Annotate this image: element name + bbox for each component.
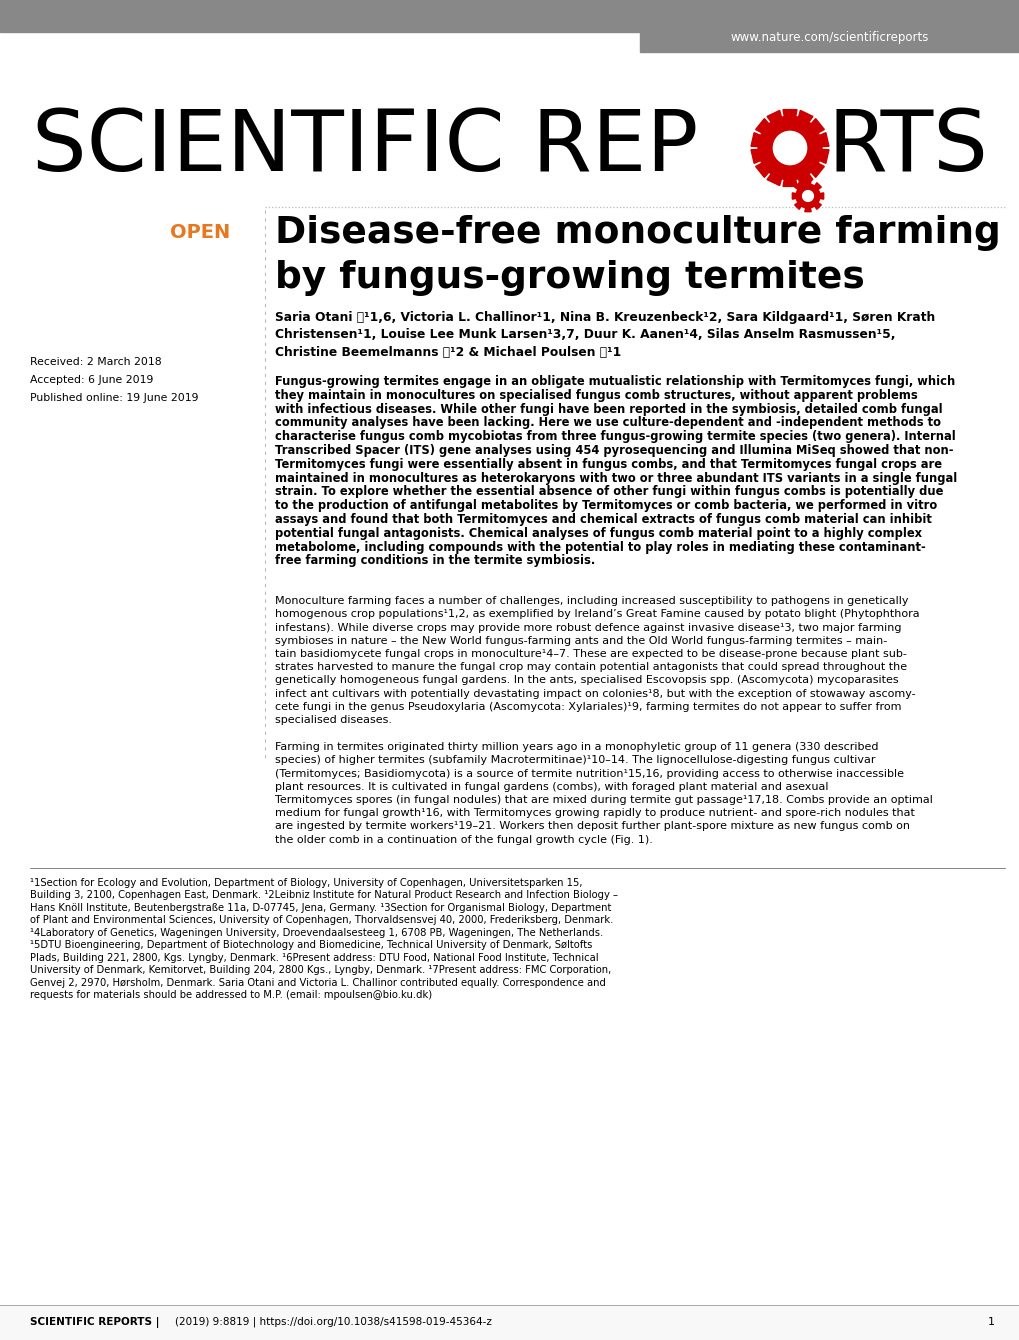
Text: to the production of antifungal metabolites by Termitomyces or comb bacteria, we: to the production of antifungal metaboli… <box>275 500 936 512</box>
Text: RTS: RTS <box>827 106 987 189</box>
Text: specialised diseases.: specialised diseases. <box>275 716 391 725</box>
Text: of Plant and Environmental Sciences, University of Copenhagen, Thorvaldsensvej 4: of Plant and Environmental Sciences, Uni… <box>30 915 612 926</box>
Text: SCIENTIFIC REPORTS |: SCIENTIFIC REPORTS | <box>30 1316 159 1328</box>
Text: 1: 1 <box>987 1317 994 1327</box>
Text: maintained in monocultures as heterokaryons with two or three abundant ITS varia: maintained in monocultures as heterokary… <box>275 472 956 485</box>
Text: strates harvested to manure the fungal crop may contain potential antagonists th: strates harvested to manure the fungal c… <box>275 662 906 673</box>
Text: ¹5DTU Bioengineering, Department of Biotechnology and Biomedicine, Technical Uni: ¹5DTU Bioengineering, Department of Biot… <box>30 941 592 950</box>
Text: strain. To explore whether the essential absence of other fungi within fungus co: strain. To explore whether the essential… <box>275 485 943 498</box>
Polygon shape <box>810 163 823 177</box>
Polygon shape <box>798 174 812 186</box>
Polygon shape <box>783 110 796 117</box>
Text: by fungus-growing termites: by fungus-growing termites <box>275 260 864 296</box>
Polygon shape <box>818 133 828 146</box>
Text: Hans Knöll Institute, Beutenbergstraße 11a, D-07745, Jena, Germany. ¹3Section fo: Hans Knöll Institute, Beutenbergstraße 1… <box>30 903 610 913</box>
Text: Building 3, 2100, Copenhagen East, Denmark. ¹2Leibniz Institute for Natural Prod: Building 3, 2100, Copenhagen East, Denma… <box>30 890 618 900</box>
Text: OPEN: OPEN <box>170 224 230 243</box>
Text: Genvej 2, 2970, Hørsholm, Denmark. Saria Otani and Victoria L. Challinor contrib: Genvej 2, 2970, Hørsholm, Denmark. Saria… <box>30 978 605 988</box>
Polygon shape <box>804 181 810 184</box>
Text: Received: 2 March 2018: Received: 2 March 2018 <box>30 356 161 367</box>
Polygon shape <box>804 208 810 212</box>
Text: medium for fungal growth¹16, with Termitomyces growing rapidly to produce nutrie: medium for fungal growth¹16, with Termit… <box>275 808 914 819</box>
Text: ¹1Section for Ecology and Evolution, Department of Biology, University of Copenh: ¹1Section for Ecology and Evolution, Dep… <box>30 878 582 888</box>
Text: ¹4Laboratory of Genetics, Wageningen University, Droevendaalsesteeg 1, 6708 PB, : ¹4Laboratory of Genetics, Wageningen Uni… <box>30 927 602 938</box>
Text: genetically homogeneous fungal gardens. In the ants, specialised Escovopsis spp.: genetically homogeneous fungal gardens. … <box>275 675 898 685</box>
Text: (2019) 9:8819 | https://doi.org/10.1038/s41598-019-45364-z: (2019) 9:8819 | https://doi.org/10.1038/… <box>175 1317 491 1327</box>
Text: the older comb in a continuation of the fungal growth cycle (Fig. 1).: the older comb in a continuation of the … <box>275 835 652 844</box>
Text: Christine Beemelmanns Ⓞ¹2 & Michael Poulsen Ⓞ¹1: Christine Beemelmanns Ⓞ¹2 & Michael Poul… <box>275 346 621 359</box>
Text: infestans). While diverse crops may provide more robust defence against invasive: infestans). While diverse crops may prov… <box>275 623 901 632</box>
Polygon shape <box>766 110 781 122</box>
Text: University of Denmark, Kemitorvet, Building 204, 2800 Kgs., Lyngby, Denmark. ¹7P: University of Denmark, Kemitorvet, Build… <box>30 965 610 976</box>
Text: Plads, Building 221, 2800, Kgs. Lyngby, Denmark. ¹6Present address: DTU Food, Na: Plads, Building 221, 2800, Kgs. Lyngby, … <box>30 953 598 963</box>
Bar <box>0 0 1019 32</box>
Polygon shape <box>798 110 812 122</box>
Text: free farming conditions in the termite symbiosis.: free farming conditions in the termite s… <box>275 555 595 567</box>
Polygon shape <box>750 150 760 163</box>
Circle shape <box>757 117 821 180</box>
Polygon shape <box>814 202 820 209</box>
Text: characterise fungus comb mycobiotas from three fungus-growing termite species (t: characterise fungus comb mycobiotas from… <box>275 430 955 444</box>
Text: symbioses in nature – the New World fungus-farming ants and the Old World fungus: symbioses in nature – the New World fung… <box>275 635 887 646</box>
Text: Termitomyces spores (in fungal nodules) that are mixed during termite gut passag: Termitomyces spores (in fungal nodules) … <box>275 795 932 805</box>
Polygon shape <box>794 182 801 189</box>
Text: homogenous crop populations¹1,2, as exemplified by Ireland’s Great Famine caused: homogenous crop populations¹1,2, as exem… <box>275 610 919 619</box>
Bar <box>639 0 1019 52</box>
Polygon shape <box>750 133 760 146</box>
Text: www.nature.com/scientificreports: www.nature.com/scientificreports <box>730 32 928 44</box>
Polygon shape <box>755 163 768 177</box>
Text: with infectious diseases. While other fungi have been reported in the symbiosis,: with infectious diseases. While other fu… <box>275 402 942 415</box>
Circle shape <box>795 184 819 208</box>
Polygon shape <box>814 182 820 189</box>
Polygon shape <box>810 119 823 133</box>
Text: infect ant cultivars with potentially devastating impact on colonies¹8, but with: infect ant cultivars with potentially de… <box>275 689 915 698</box>
Text: they maintain in monocultures on specialised fungus comb structures, without app: they maintain in monocultures on special… <box>275 389 917 402</box>
Text: Fungus-growing termites engage in an obligate mutualistic relationship with Term: Fungus-growing termites engage in an obl… <box>275 375 955 389</box>
Text: cete fungi in the genus Pseudoxylaria (Ascomycota: Xylariales)¹9, farming termit: cete fungi in the genus Pseudoxylaria (A… <box>275 702 901 712</box>
Polygon shape <box>755 119 768 133</box>
Text: Farming in termites originated thirty million years ago in a monophyletic group : Farming in termites originated thirty mi… <box>275 742 877 752</box>
Text: tain basidiomycete fungal crops in monoculture¹4–7. These are expected to be dis: tain basidiomycete fungal crops in monoc… <box>275 649 906 659</box>
Text: community analyses have been lacking. Here we use culture-dependent and -indepen: community analyses have been lacking. He… <box>275 417 941 429</box>
Text: potential fungal antagonists. Chemical analyses of fungus comb material point to: potential fungal antagonists. Chemical a… <box>275 527 921 540</box>
Polygon shape <box>819 193 823 200</box>
Text: Transcribed Spacer (ITS) gene analyses using 454 pyrosequencing and Illumina MiS: Transcribed Spacer (ITS) gene analyses u… <box>275 444 953 457</box>
Text: metabolome, including compounds with the potential to play roles in mediating th: metabolome, including compounds with the… <box>275 540 925 553</box>
Text: Saria Otani Ⓞ¹1,6, Victoria L. Challinor¹1, Nina B. Kreuzenbeck¹2, Sara Kildgaar: Saria Otani Ⓞ¹1,6, Victoria L. Challinor… <box>275 311 934 324</box>
Polygon shape <box>794 202 801 209</box>
Text: (Termitomyces; Basidiomycota) is a source of termite nutrition¹15,16, providing : (Termitomyces; Basidiomycota) is a sourc… <box>275 769 903 779</box>
Text: Published online: 19 June 2019: Published online: 19 June 2019 <box>30 393 199 403</box>
Text: species) of higher termites (subfamily Macrotermitinae)¹10–14. The lignocellulos: species) of higher termites (subfamily M… <box>275 756 874 765</box>
Text: plant resources. It is cultivated in fungal gardens (combs), with foraged plant : plant resources. It is cultivated in fun… <box>275 781 827 792</box>
Text: Disease-free monoculture farming: Disease-free monoculture farming <box>275 214 1000 251</box>
Text: requests for materials should be addressed to M.P. (email: mpoulsen@bio.ku.dk): requests for materials should be address… <box>30 990 432 1000</box>
Text: Monoculture farming faces a number of challenges, including increased susceptibi: Monoculture farming faces a number of ch… <box>275 596 908 606</box>
Polygon shape <box>783 180 796 186</box>
Text: Accepted: 6 June 2019: Accepted: 6 June 2019 <box>30 375 153 385</box>
Text: SCIENTIFIC REP: SCIENTIFIC REP <box>32 106 698 189</box>
Polygon shape <box>818 150 828 163</box>
Circle shape <box>772 131 806 165</box>
Text: are ingested by termite workers¹19–21. Workers then deposit further plant-spore : are ingested by termite workers¹19–21. W… <box>275 821 909 831</box>
Text: Christensen¹1, Louise Lee Munk Larsen¹3,7, Duur K. Aanen¹4, Silas Anselm Rasmuss: Christensen¹1, Louise Lee Munk Larsen¹3,… <box>275 328 895 342</box>
Bar <box>0 1305 1019 1340</box>
Text: Termitomyces fungi were essentially absent in fungus combs, and that Termitomyce: Termitomyces fungi were essentially abse… <box>275 458 942 470</box>
Polygon shape <box>792 193 796 200</box>
Polygon shape <box>766 174 781 186</box>
Circle shape <box>802 190 812 201</box>
Text: assays and found that both Termitomyces and chemical extracts of fungus comb mat: assays and found that both Termitomyces … <box>275 513 931 527</box>
